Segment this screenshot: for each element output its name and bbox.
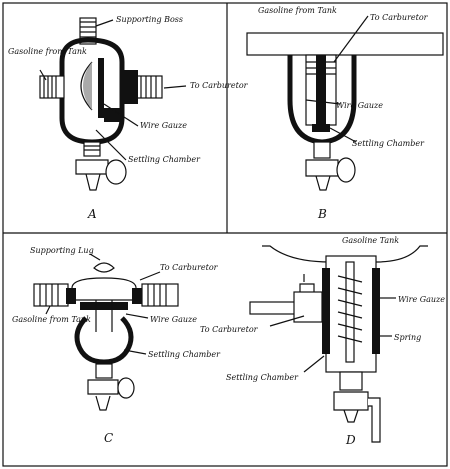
d-label-gasoline-tank: Gasoline Tank	[342, 236, 399, 245]
a-label-wire-gauze: Wire Gauze	[140, 121, 187, 130]
d-caption: D	[345, 433, 356, 447]
a-label-settling-chamber: Settling Chamber	[128, 155, 201, 164]
c-inlet-fitting	[33, 283, 69, 307]
a-wire-gauze	[80, 61, 93, 111]
c-settling-bowl	[74, 316, 134, 365]
panel-d: Gasoline Tank Wire Gauze To Carburetor S…	[200, 236, 445, 447]
panel-c: Supporting Lug To Carburetor Gasoline fr…	[12, 246, 221, 445]
d-label-wire-gauze: Wire Gauze	[398, 295, 445, 304]
c-supporting-lug	[93, 262, 115, 273]
d-outlet-pipe	[249, 301, 299, 315]
b-label-to-carburetor: To Carburetor	[370, 13, 429, 22]
a-label-to-carburetor: To Carburetor	[190, 81, 249, 90]
a-label-gasoline-from-tank: Gasoline from Tank	[8, 47, 87, 56]
b-label-settling-chamber: Settling Chamber	[352, 139, 425, 148]
panel-b: Gasoline from Tank To Carburetor Wire Ga…	[246, 6, 444, 221]
b-label-gasoline-from-tank: Gasoline from Tank	[258, 6, 337, 15]
d-label-spring: Spring	[394, 333, 421, 342]
c-label-wire-gauze: Wire Gauze	[150, 315, 197, 324]
a-outlet-fitting	[135, 75, 163, 99]
b-caption: B	[317, 207, 327, 221]
b-label-wire-gauze: Wire Gauze	[336, 101, 383, 110]
b-tank-plate	[246, 32, 444, 56]
c-label-gasoline-from-tank: Gasoline from Tank	[12, 315, 91, 324]
d-body	[325, 255, 377, 373]
d-wire-gauze	[345, 261, 355, 363]
a-caption: A	[87, 207, 97, 221]
c-label-settling-chamber: Settling Chamber	[148, 350, 221, 359]
c-caption: C	[104, 431, 113, 445]
c-label-to-carburetor: To Carburetor	[160, 263, 219, 272]
d-label-settling-chamber: Settling Chamber	[226, 373, 299, 382]
d-spring	[337, 275, 363, 343]
c-wire-gauze	[80, 302, 128, 310]
a-label-supporting-boss: Supporting Boss	[116, 15, 183, 24]
c-drain-cock	[87, 379, 119, 395]
a-drain-cock	[75, 159, 109, 175]
c-label-supporting-lug: Supporting Lug	[30, 246, 94, 255]
d-label-to-carburetor: To Carburetor	[200, 325, 259, 334]
d-drain-cock	[333, 391, 369, 411]
b-drain-cock	[305, 159, 339, 177]
panel-a: Supporting Boss Gasoline from Tank To Ca…	[8, 15, 249, 221]
